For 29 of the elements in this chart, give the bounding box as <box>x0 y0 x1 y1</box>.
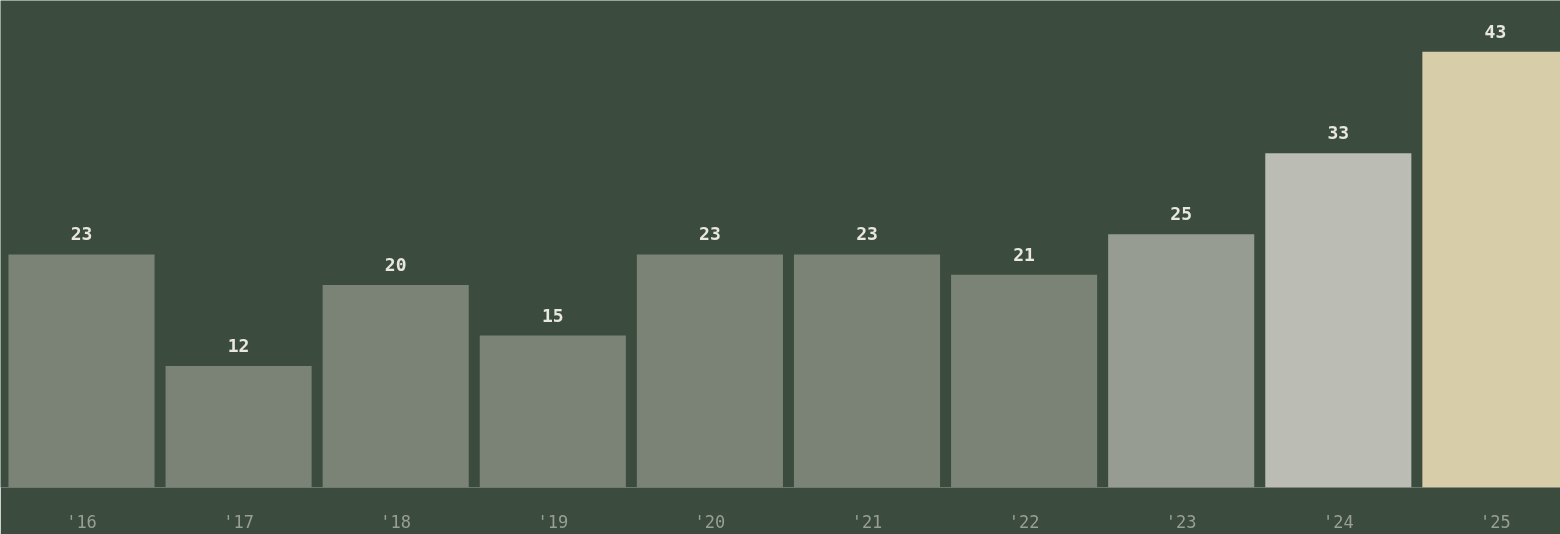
x-tick-label: '16 <box>66 511 97 532</box>
bar <box>1108 234 1255 488</box>
bar <box>165 365 312 488</box>
bar <box>636 254 783 488</box>
x-tick-label: '20 <box>694 511 726 532</box>
x-tick-label: '22 <box>1008 511 1040 532</box>
x-tick-label: '19 <box>537 511 569 532</box>
data-label: 33 <box>1327 122 1350 144</box>
data-label: 25 <box>1170 203 1193 225</box>
x-tick-label: '17 <box>223 511 254 532</box>
bar <box>793 254 941 488</box>
data-label: 43 <box>1484 20 1507 42</box>
data-label: 12 <box>227 334 250 356</box>
x-tick-label: '18 <box>380 511 412 532</box>
x-tick-label: '23 <box>1165 511 1197 532</box>
x-tick-label: '24 <box>1322 511 1354 532</box>
x-tick-label: '25 <box>1480 511 1511 532</box>
bar <box>951 274 1098 488</box>
data-label: 15 <box>541 304 564 326</box>
bar <box>1265 153 1412 488</box>
data-label: 23 <box>699 223 721 245</box>
data-label: 20 <box>384 253 407 275</box>
data-label: 23 <box>856 223 878 245</box>
data-label: 23 <box>70 223 93 245</box>
bar <box>8 254 155 488</box>
x-tick-label: '21 <box>851 511 883 532</box>
data-label: 21 <box>1013 243 1035 265</box>
bar <box>479 335 626 488</box>
bar <box>322 284 469 488</box>
